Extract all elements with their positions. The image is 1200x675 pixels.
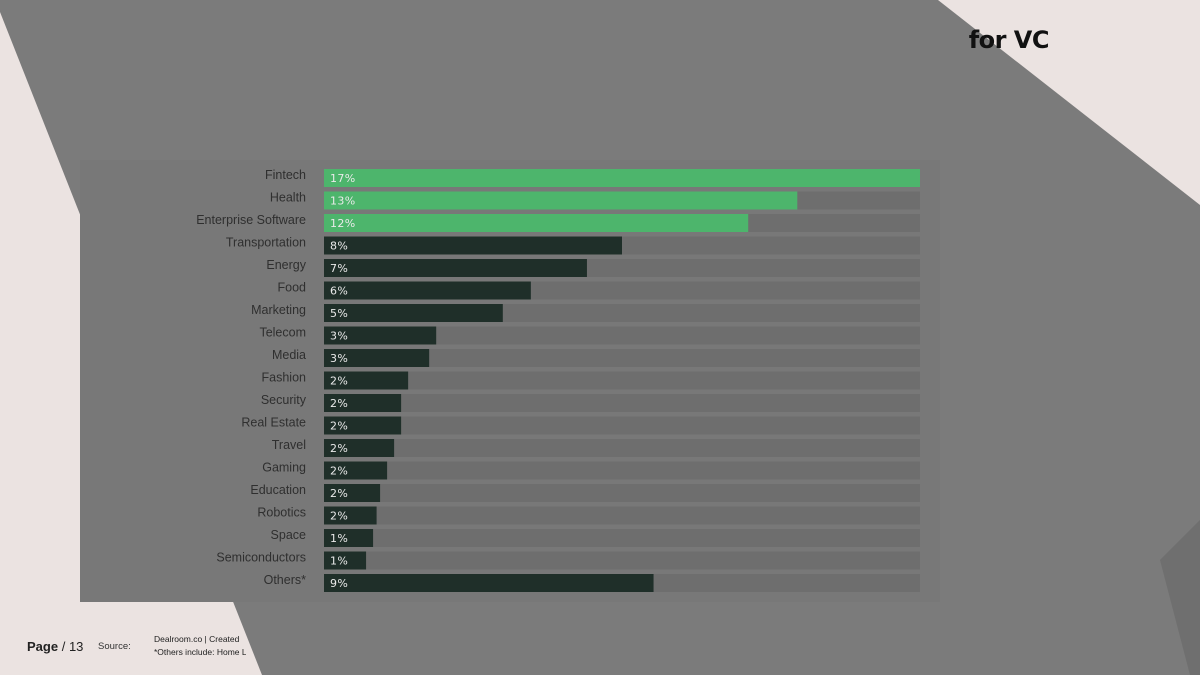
bar-value-label: 7%: [330, 262, 348, 275]
slide-title: for VC: [968, 26, 1050, 54]
category-label: Security: [261, 393, 307, 407]
bar-value-label: 2%: [330, 442, 348, 455]
bar-track-gaming: [324, 461, 920, 480]
bar-transportation: [324, 236, 622, 255]
bar-track-semiconductors: [324, 551, 920, 570]
bar-value-label: 3%: [330, 330, 348, 343]
bar-value-label: 6%: [330, 285, 348, 298]
bar-robotics: [324, 506, 377, 525]
bar-value-label: 2%: [330, 487, 348, 500]
overlay-shade: [1160, 520, 1200, 675]
bar-gaming: [324, 461, 388, 480]
bar-track-education: [324, 484, 920, 502]
category-label: Enterprise Software: [196, 213, 306, 227]
bar-value-label: 2%: [330, 420, 348, 433]
page-indicator: Page / 13: [27, 639, 83, 654]
page-label: Page: [27, 639, 59, 654]
bar-telecom: [324, 326, 437, 345]
bar-track-security: [324, 394, 920, 412]
bar-track-travel: [324, 439, 920, 457]
category-label: Others*: [264, 573, 307, 587]
page-separator: /: [61, 639, 66, 654]
bar-others: [324, 574, 654, 592]
bar-fashion: [324, 371, 409, 390]
bar-value-label: 3%: [330, 352, 348, 365]
bar-food: [324, 281, 531, 300]
bar-space: [324, 529, 374, 547]
bar-education: [324, 484, 381, 502]
bar-value-label: 2%: [330, 510, 348, 523]
bar-track-media: [324, 349, 920, 367]
category-label: Gaming: [262, 461, 306, 475]
bar-value-label: 12%: [330, 217, 356, 230]
bar-track-fashion: [324, 371, 920, 390]
bar-enterprise-software: [324, 214, 749, 232]
bar-value-label: 5%: [330, 307, 348, 320]
category-label: Energy: [266, 258, 306, 272]
category-label: Education: [250, 483, 306, 497]
page-number: 13: [68, 639, 84, 654]
bar-real-estate: [324, 416, 402, 435]
footnote-text: *Others include: Home L: [154, 647, 246, 657]
category-label: Fashion: [262, 371, 307, 385]
category-label: Robotics: [257, 506, 306, 520]
category-label: Fintech: [265, 168, 306, 182]
category-label: Food: [278, 281, 307, 295]
category-label: Real Estate: [241, 416, 306, 430]
bar-marketing: [324, 304, 503, 322]
bar-track-telecom: [324, 326, 920, 345]
source-label: Source:: [98, 641, 131, 652]
bar-value-label: 1%: [330, 555, 348, 568]
bar-value-label: 13%: [330, 195, 356, 208]
category-label: Telecom: [259, 326, 306, 340]
bar-health: [324, 191, 798, 210]
category-label: Health: [270, 191, 306, 205]
category-label: Marketing: [251, 303, 306, 317]
category-label: Space: [271, 528, 306, 542]
bar-value-label: 1%: [330, 532, 348, 545]
bar-energy: [324, 259, 587, 277]
bar-track-real-estate: [324, 416, 920, 435]
bar-media: [324, 349, 430, 367]
category-label: Media: [272, 348, 306, 362]
bar-value-label: 9%: [330, 577, 348, 590]
source-text: Dealroom.co | Created: [154, 634, 240, 644]
bar-semiconductors: [324, 551, 367, 570]
footnotes: Dealroom.co | Created *Others include: H…: [154, 633, 246, 659]
bar-value-label: 2%: [330, 397, 348, 410]
bar-value-label: 2%: [330, 465, 348, 478]
category-label: Travel: [272, 438, 306, 452]
bar-value-label: 8%: [330, 240, 348, 253]
category-label: Semiconductors: [216, 551, 306, 565]
bar-value-label: 2%: [330, 375, 348, 388]
bar-fintech: [324, 169, 920, 187]
bar-value-label: 17%: [330, 172, 356, 185]
bar-track-space: [324, 529, 920, 547]
bar-security: [324, 394, 402, 412]
bar-track-robotics: [324, 506, 920, 525]
category-label: Transportation: [226, 236, 306, 250]
bars-layer: 17% Fintech 13% Health 12% Enterprise Softwar…: [196, 168, 920, 592]
bar-travel: [324, 439, 395, 457]
